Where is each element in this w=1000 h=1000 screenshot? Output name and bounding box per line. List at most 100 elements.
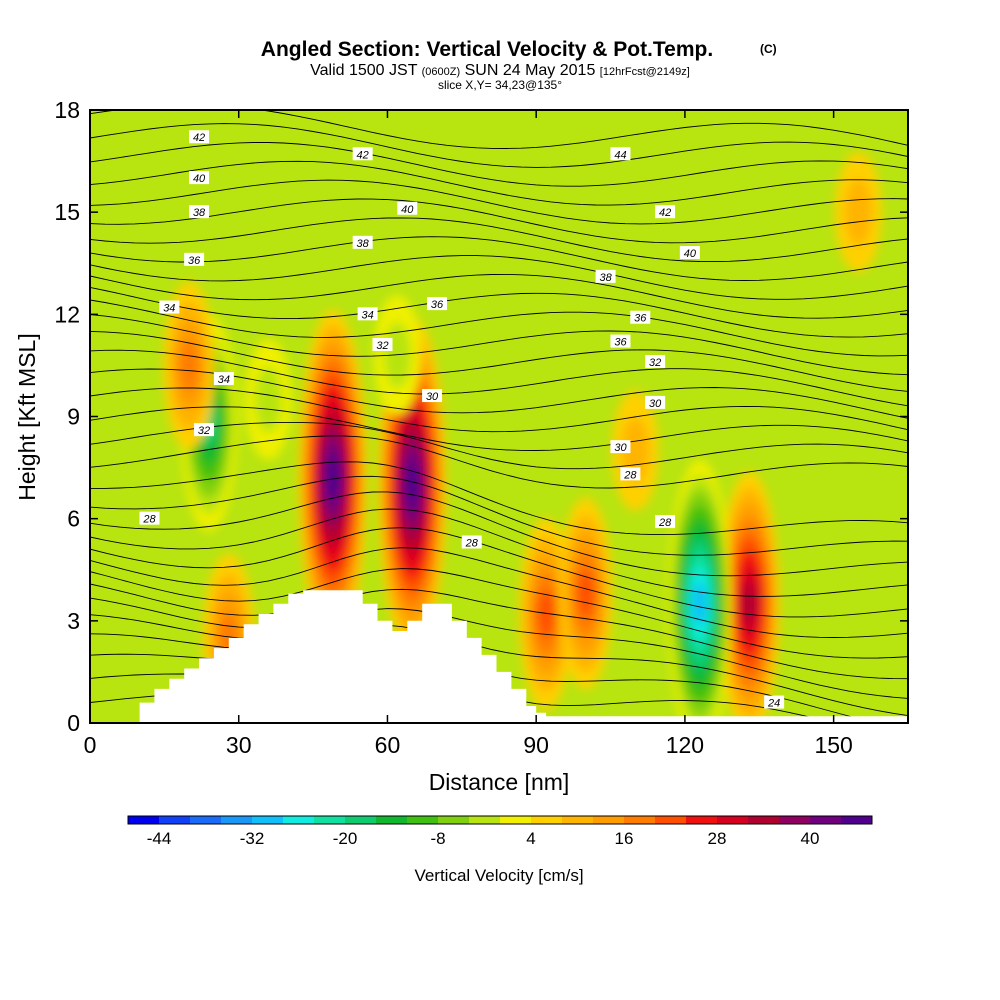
x-tick-label: 120: [666, 732, 704, 758]
y-tick-label: 3: [67, 608, 80, 634]
theta-contour: [90, 273, 908, 319]
colorbar-swatch: [376, 816, 408, 824]
x-tick-label: 30: [226, 732, 252, 758]
theta-contour-labels: 42 42 44 40 40 42 38 38 40 36 36 38 34 36 34 36 32 32 34 30…: [139, 130, 785, 710]
colorbar-swatch: [314, 816, 346, 824]
plot-area: 42 42 44 40 40 42 38 38 40 36 36 38 34 36 34 36 32 32 34 30…: [90, 110, 908, 723]
svg-text:34: 34: [163, 303, 175, 315]
contour-label: 44: [610, 147, 631, 161]
y-tick-label: 9: [67, 404, 80, 430]
svg-text:44: 44: [614, 149, 626, 161]
theta-contour: [90, 286, 908, 338]
theta-contour: [90, 527, 908, 618]
colorbar-swatch: [159, 816, 191, 824]
colorbar-swatch: [531, 816, 563, 824]
subtitle-valid: Valid 1500 JST: [310, 62, 418, 79]
svg-text:42: 42: [193, 132, 205, 144]
theta-contour: [90, 547, 908, 638]
colorbar-swatch: [841, 816, 873, 824]
contour-label: 32: [194, 423, 215, 437]
theta-contour: [90, 614, 908, 717]
subtitle-date: SUN 24 May 2015: [465, 62, 596, 79]
theta-contour: [90, 160, 908, 206]
velocity-cell: [844, 179, 873, 246]
contour-label: 32: [372, 337, 393, 352]
y-tick-label: 12: [54, 301, 80, 327]
theta-contour: [90, 406, 908, 451]
contour-label: 28: [139, 511, 160, 526]
y-tick-label: 6: [67, 506, 80, 532]
svg-text:28: 28: [142, 514, 156, 526]
colorbar-tick-label: 28: [708, 829, 727, 848]
colorbar-swatch: [624, 816, 656, 824]
svg-text:40: 40: [401, 204, 414, 216]
svg-text:40: 40: [684, 248, 697, 260]
contour-label: 36: [610, 334, 631, 349]
colorbar-swatch: [190, 816, 222, 824]
contour-label: 42: [655, 205, 676, 219]
theta-contour: [90, 110, 908, 149]
svg-text:36: 36: [431, 299, 444, 311]
theta-contour: [90, 597, 908, 699]
theta-contour: [90, 435, 908, 489]
subtitle-utc: (0600Z): [422, 66, 461, 78]
theta-contour: [90, 330, 908, 392]
x-tick-label: 150: [814, 732, 852, 758]
theta-contour: [90, 217, 908, 263]
velocity-cell: [537, 590, 555, 639]
contour-label: 28: [461, 535, 482, 550]
theta-contour: [90, 508, 908, 597]
velocity-cell: [621, 417, 650, 484]
theta-contour: [90, 568, 908, 659]
contour-label: 24: [764, 695, 785, 710]
colorbar-label: Vertical Velocity [cm/s]: [414, 866, 583, 885]
theta-contour: [90, 475, 908, 556]
contour-label: 34: [159, 300, 180, 315]
svg-text:28: 28: [623, 469, 637, 481]
chart-subtitle: Valid 1500 JST (0600Z) SUN 24 May 2015 […: [310, 62, 690, 79]
svg-text:32: 32: [649, 357, 661, 369]
theta-contour: [90, 583, 908, 680]
contour-label: 34: [357, 307, 378, 321]
terrain: [90, 590, 908, 723]
contour-label: 42: [189, 130, 210, 144]
svg-text:28: 28: [465, 538, 479, 550]
velocity-cell: [577, 569, 595, 618]
contour-label: 34: [213, 372, 234, 386]
theta-contour: [90, 314, 908, 376]
y-axis-label: Height [Kft MSL]: [14, 333, 40, 500]
chart-title: Angled Section: Vertical Velocity & Pot.…: [261, 38, 713, 61]
svg-text:42: 42: [659, 207, 671, 219]
svg-text:36: 36: [614, 337, 627, 349]
colorbar-tick-label: 4: [526, 829, 535, 848]
x-tick-label: 90: [523, 732, 549, 758]
colorbar-swatch: [686, 816, 718, 824]
svg-text:38: 38: [357, 238, 370, 250]
theta-contour: [90, 142, 908, 187]
svg-text:30: 30: [426, 391, 439, 403]
svg-text:38: 38: [193, 207, 206, 219]
colorbar-swatch: [717, 816, 749, 824]
contour-label: 30: [422, 389, 443, 403]
contour-label: 36: [427, 297, 448, 311]
svg-text:34: 34: [361, 309, 373, 321]
colorbar-swatch: [221, 816, 253, 824]
colorbar-swatch: [593, 816, 625, 824]
colorbar-tick-label: -44: [147, 829, 172, 848]
contour-label: 40: [679, 246, 700, 260]
contour-label: 36: [630, 310, 651, 325]
svg-text:36: 36: [634, 313, 647, 325]
colorbar-swatch: [779, 816, 811, 824]
y-tick-label: 18: [54, 97, 80, 123]
theta-contour: [90, 461, 908, 536]
colorbar-swatch: [562, 816, 594, 824]
contour-label: 40: [397, 201, 418, 216]
velocity-cell: [254, 366, 283, 433]
svg-text:28: 28: [658, 517, 672, 529]
colorbar-tick-label: -20: [333, 829, 358, 848]
svg-text:32: 32: [198, 425, 210, 437]
velocity-cell: [179, 339, 199, 391]
colorbar-swatch: [655, 816, 687, 824]
contour-label: 38: [189, 205, 210, 219]
subtitle-forecast: [12hrFcst@2149z]: [600, 66, 690, 78]
